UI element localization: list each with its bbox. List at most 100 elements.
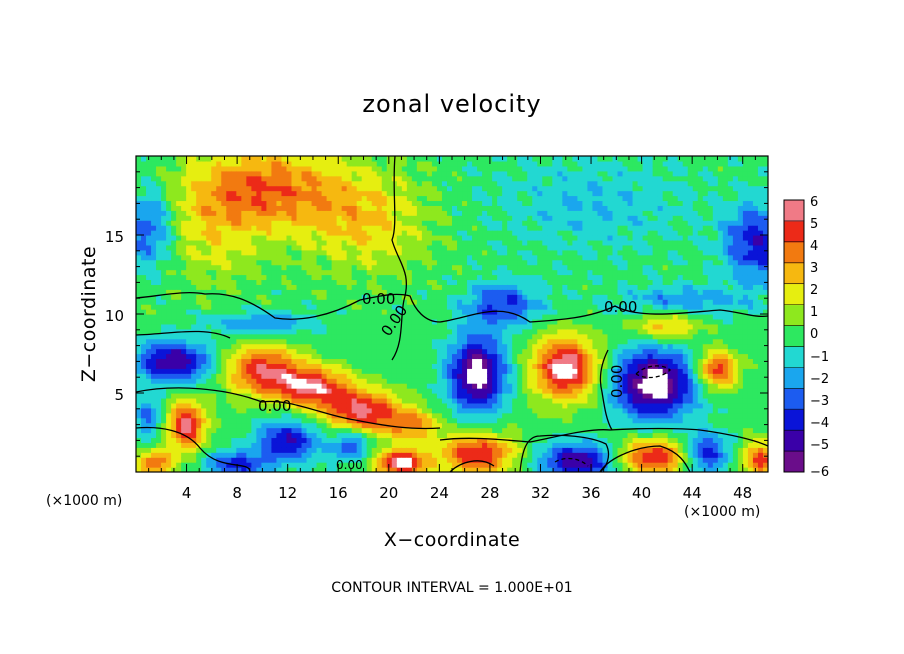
field-cell: [166, 318, 172, 325]
field-cell: [396, 402, 403, 409]
field-cell: [161, 343, 167, 350]
field-cell: [321, 412, 328, 419]
field-cell: [221, 397, 227, 404]
field-cell: [386, 210, 393, 216]
field-cell: [271, 407, 278, 414]
field-cell: [146, 284, 152, 290]
field-cell: [276, 309, 283, 315]
field-cell: [421, 254, 428, 261]
field-cell: [276, 348, 283, 355]
field-cell: [366, 180, 373, 187]
field-cell: [457, 220, 463, 226]
field-cell: [431, 338, 438, 345]
field-cell: [136, 284, 142, 290]
field-cell: [271, 402, 278, 409]
field-cell: [191, 215, 197, 221]
field-cell: [431, 200, 438, 206]
field-cell: [356, 210, 363, 216]
field-cell: [216, 358, 222, 364]
field-cell: [386, 289, 393, 295]
field-cell: [502, 338, 508, 345]
field-cell: [206, 309, 212, 315]
field-cell: [436, 299, 443, 305]
field-cell: [381, 284, 388, 290]
field-cell: [281, 210, 288, 216]
field-cell: [326, 170, 333, 177]
field-cell: [201, 467, 207, 472]
field-cell: [231, 225, 237, 231]
field-cell: [341, 333, 348, 340]
field-cell: [291, 244, 298, 251]
field-cell: [256, 294, 262, 300]
field-cell: [316, 165, 323, 172]
field-cell: [452, 239, 458, 246]
field-cell: [276, 393, 283, 399]
field-cell: [316, 190, 323, 197]
field-cell: [336, 156, 343, 162]
field-cell: [381, 314, 388, 320]
field-cell: [186, 457, 192, 463]
field-cell: [376, 348, 383, 355]
field-cell: [271, 205, 278, 211]
field-cell: [381, 220, 388, 226]
field-cell: [261, 412, 268, 419]
field-cell: [376, 210, 383, 216]
field-cell: [502, 289, 508, 295]
field-cell: [386, 402, 393, 409]
field-cell: [211, 314, 217, 320]
field-cell: [161, 412, 167, 419]
field-cell: [291, 323, 298, 330]
field-cell: [467, 323, 473, 330]
field-cell: [467, 195, 473, 202]
field-cell: [406, 457, 413, 463]
field-cell: [406, 156, 413, 162]
field-cell: [231, 432, 237, 439]
field-cell: [136, 254, 142, 261]
field-cell: [161, 388, 167, 394]
field-cell: [351, 432, 358, 439]
field-cell: [251, 249, 257, 256]
field-cell: [492, 407, 498, 414]
field-cell: [296, 358, 303, 364]
field-cell: [411, 259, 418, 266]
field-cell: [291, 358, 298, 364]
field-cell: [512, 333, 518, 340]
field-cell: [176, 457, 182, 463]
field-cell: [176, 388, 182, 394]
field-cell: [256, 314, 262, 320]
field-cell: [482, 244, 488, 251]
field-cell: [376, 323, 383, 330]
field-cell: [191, 299, 197, 305]
field-cell: [497, 230, 503, 236]
field-cell: [452, 412, 458, 419]
field-cell: [226, 402, 232, 409]
field-cell: [226, 254, 232, 261]
field-cell: [306, 412, 313, 419]
field-cell: [416, 175, 423, 182]
field-cell: [296, 259, 303, 266]
field-cell: [196, 422, 202, 429]
field-cell: [512, 407, 518, 414]
field-cell: [426, 230, 433, 236]
field-cell: [467, 156, 473, 162]
field-cell: [431, 289, 438, 295]
field-cell: [321, 190, 328, 197]
field-cell: [146, 185, 152, 192]
field-cell: [376, 195, 383, 202]
field-cell: [366, 378, 373, 384]
field-cell: [331, 244, 338, 251]
field-cell: [266, 195, 273, 202]
field-cell: [361, 274, 368, 281]
field-cell: [196, 378, 202, 384]
field-cell: [266, 388, 273, 394]
field-cell: [436, 388, 443, 394]
field-cell: [211, 180, 217, 187]
field-cell: [226, 165, 232, 172]
field-cell: [271, 447, 278, 453]
field-cell: [411, 254, 418, 261]
field-cell: [171, 175, 177, 182]
field-cell: [306, 220, 313, 226]
field-cell: [211, 427, 217, 434]
field-cell: [216, 348, 222, 355]
field-cell: [151, 417, 157, 424]
